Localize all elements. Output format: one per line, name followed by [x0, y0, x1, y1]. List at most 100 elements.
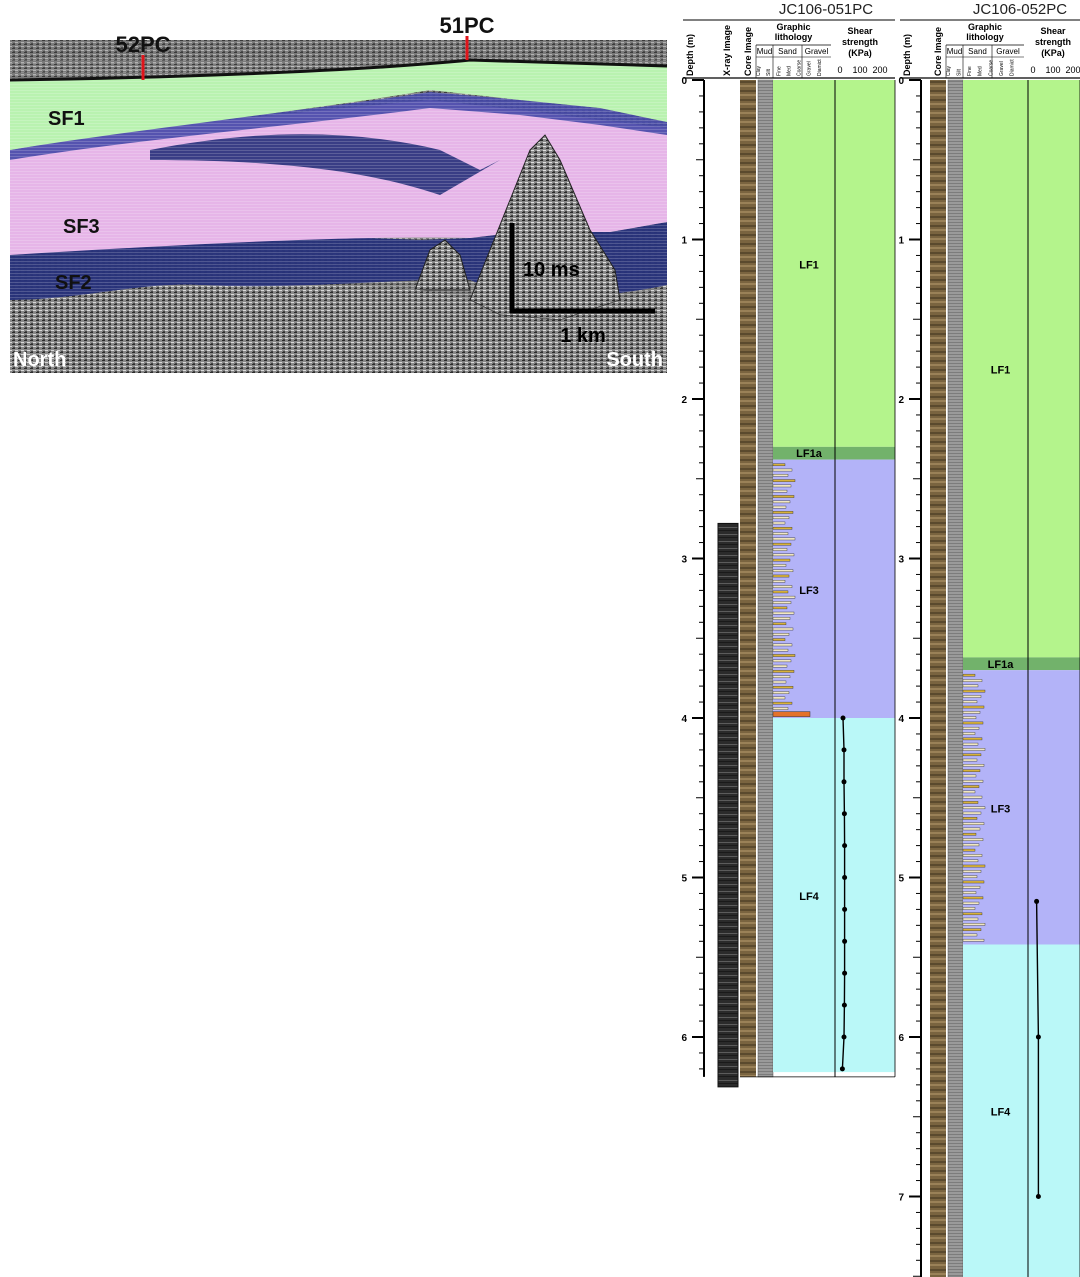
sand-bed [772, 585, 793, 588]
shear-strength-point [841, 1034, 847, 1040]
facies-label-sf2: SF2 [55, 272, 92, 294]
shear-tick-0: 0 [837, 65, 842, 75]
sand-bed [772, 511, 794, 514]
sand-bed [772, 521, 786, 525]
sand-bed [962, 795, 983, 799]
header-grain-clay: Clay [946, 65, 952, 76]
unit-band-lf4 [773, 718, 895, 1073]
direction-north: North [13, 349, 66, 371]
depth-label-1: 1 [898, 236, 904, 247]
sand-bed [962, 705, 985, 709]
shear-strength-point [842, 906, 848, 912]
unit-label-lf1: LF1 [799, 259, 819, 271]
sand-bed [962, 885, 981, 889]
sand-bed [772, 601, 792, 604]
sand-bed [772, 680, 787, 684]
shear-strength-point [841, 747, 847, 753]
sand-bed [962, 859, 979, 863]
sand-bed [772, 633, 790, 636]
header-sand: Sand [778, 47, 797, 56]
depth-label-5: 5 [898, 874, 904, 885]
sand-bed [772, 580, 786, 583]
shear-strength-point [1034, 898, 1040, 904]
scale-horizontal-label: 1 km [560, 325, 606, 347]
sand-bed [962, 843, 980, 847]
sand-bed [962, 785, 980, 788]
sand-bed [962, 764, 985, 767]
unit-label-lf1a: LF1a [988, 659, 1015, 671]
unit-label-lf3: LF3 [799, 585, 819, 597]
header-grain-silt: Silt [766, 68, 772, 76]
depth-label-7: 7 [898, 1193, 904, 1204]
sand-bed [962, 801, 979, 804]
sand-bed [962, 907, 976, 910]
sand-bed [772, 537, 796, 541]
sand-bed [772, 622, 787, 626]
shear-tick-0: 0 [1030, 65, 1035, 75]
unit-label-lf3: LF3 [991, 803, 1011, 815]
unit-band-lf1 [963, 80, 1080, 658]
unit-label-lf1a: LF1a [796, 448, 823, 460]
sand-bed [772, 574, 790, 578]
header-core-image: Core Image [743, 27, 753, 76]
sand-bed [772, 479, 796, 482]
sand-bed [772, 606, 788, 610]
core-marker-51pc: 51PC [439, 13, 495, 60]
sand-bed [962, 912, 983, 916]
header-depth: Depth (m) [685, 34, 695, 76]
header-mud: Mud [947, 47, 963, 56]
depth-label-6: 6 [898, 1033, 904, 1044]
sand-bed [962, 854, 983, 857]
sand-bed [772, 648, 789, 652]
xray-image [717, 522, 739, 1088]
depth-label-5: 5 [681, 874, 687, 885]
sand-bed [962, 917, 979, 921]
header-grain-diamict: Diamict [1009, 59, 1015, 76]
sand-bed [962, 848, 976, 852]
depth-label-3: 3 [681, 555, 687, 566]
header-grain-med: Med [978, 66, 984, 76]
sand-bed [772, 548, 788, 551]
unit-band-lf1a [963, 657, 1080, 671]
depth-label-4: 4 [681, 714, 687, 725]
sand-bed [772, 664, 788, 668]
seismic-profile: 52PC 51PC SF1 SF3 SF2 North South 10 ms … [9, 13, 668, 373]
unit-label-lf4: LF4 [799, 891, 819, 903]
sand-bed [962, 891, 977, 894]
core-image [740, 80, 756, 1077]
sand-bed [772, 691, 790, 694]
sand-bed [772, 654, 796, 657]
core-log-jc106-051pc: JC106-051PC Depth (m) X-ray Image Core Imag… [681, 1, 896, 1088]
shear-strength-point [839, 1066, 845, 1072]
sand-bed [772, 489, 788, 493]
shear-strength-point [841, 811, 847, 817]
depth-label-1: 1 [681, 236, 687, 247]
sand-bed [772, 474, 789, 477]
header-depth: Depth (m) [902, 34, 912, 76]
header-grain-coarse: Coarse [797, 60, 803, 76]
sand-bed [962, 811, 982, 815]
sand-bed [962, 880, 985, 884]
sand-bed [772, 701, 793, 705]
sand-bed [772, 505, 787, 509]
shear-tick-200: 200 [872, 65, 887, 75]
sand-bed [962, 870, 982, 873]
header-grain-coarse: Coarse [988, 60, 994, 76]
sand-bed [772, 638, 786, 641]
sand-bed [772, 558, 791, 562]
sand-bed [962, 711, 981, 714]
sand-bed [962, 774, 977, 778]
shear-tick-100: 100 [852, 65, 867, 75]
sand-bed [772, 500, 791, 504]
marker-label-51pc: 51PC [439, 13, 494, 38]
header-shear-1: Shear [847, 26, 873, 36]
sand-bed [772, 527, 793, 530]
header-shear-2: strength [1035, 37, 1071, 47]
sand-bed [962, 875, 978, 878]
sand-bed [962, 753, 982, 757]
header-grain-med: Med [786, 66, 792, 76]
sand-bed [772, 590, 789, 594]
shear-strength-point [1035, 1194, 1041, 1199]
unit-band-lf3 [773, 459, 895, 718]
header-grain-fine: Fine [776, 66, 782, 76]
